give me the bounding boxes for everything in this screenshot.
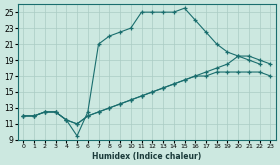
X-axis label: Humidex (Indice chaleur): Humidex (Indice chaleur) (92, 152, 202, 161)
